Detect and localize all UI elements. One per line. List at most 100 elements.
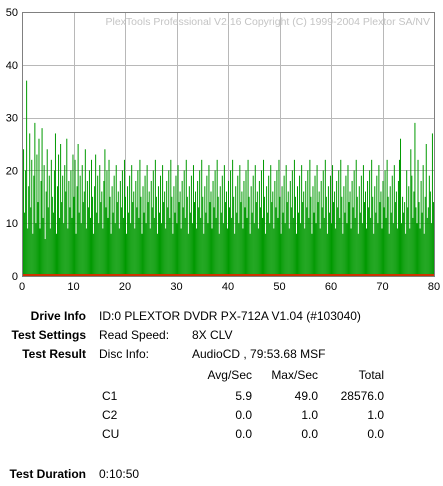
c1-bar xyxy=(150,228,151,276)
c1-bar xyxy=(332,165,333,276)
c1-bar xyxy=(320,228,321,276)
c1-bar xyxy=(238,223,239,276)
c1-bar xyxy=(427,218,428,276)
read-speed-value: 8X CLV xyxy=(192,328,232,342)
c1-bar xyxy=(139,160,140,276)
c1-bar xyxy=(306,207,307,276)
c1-bar xyxy=(84,192,85,276)
c1-bar xyxy=(49,176,50,276)
c1-bar xyxy=(166,181,167,276)
disc-info-key: Disc Info: xyxy=(99,347,149,361)
c1-bar xyxy=(370,218,371,276)
c1-bar xyxy=(231,218,232,276)
c1-bar xyxy=(329,213,330,276)
c1-bar xyxy=(298,213,299,276)
c1-bar xyxy=(35,223,36,276)
c1-bar xyxy=(66,139,67,276)
c1-bar xyxy=(204,186,205,276)
c1-bar xyxy=(125,197,126,276)
c1-bar xyxy=(379,202,380,276)
c1-bar xyxy=(324,218,325,276)
c1-bar xyxy=(333,202,334,276)
c1-bar xyxy=(132,202,133,276)
c1-bar xyxy=(174,213,175,276)
c1-bar xyxy=(181,228,182,276)
c1-bar xyxy=(121,207,122,276)
x-axis-ticks: 0 10 20 30 40 50 60 70 80 xyxy=(19,281,440,293)
c1-bar xyxy=(378,165,379,276)
c1-bar xyxy=(363,165,364,276)
c1-bar xyxy=(402,197,403,276)
c1-bar xyxy=(266,186,267,276)
c1-bar xyxy=(288,192,289,276)
c1-bar xyxy=(83,202,84,276)
c1-bar xyxy=(71,218,72,276)
c1-bar xyxy=(134,228,135,276)
c1-bar xyxy=(41,181,42,276)
c1-bar xyxy=(372,197,373,276)
c1-bar xyxy=(375,213,376,276)
y-tick-label-5: 50 xyxy=(6,7,18,19)
c1-bar xyxy=(393,223,394,276)
c1-bar xyxy=(284,176,285,276)
test-result-label: Test Result xyxy=(0,347,86,361)
c1-bar xyxy=(213,181,214,276)
c1-bar xyxy=(87,181,88,276)
c1-bar xyxy=(304,228,305,276)
c1-bar xyxy=(188,234,189,276)
c1-bar xyxy=(54,170,55,276)
c1-bar xyxy=(339,218,340,276)
c1-bar xyxy=(156,197,157,276)
c1-bar xyxy=(292,170,293,276)
c1-bar xyxy=(225,202,226,276)
c1-bar xyxy=(303,192,304,276)
c1-bar xyxy=(138,218,139,276)
c1-bar xyxy=(29,133,30,276)
c1-bar xyxy=(232,160,233,276)
c1-bar xyxy=(46,192,47,276)
copyright-watermark: PlexTools Professional V2.16 Copyright (… xyxy=(106,16,431,28)
c1-max: 49.0 xyxy=(256,389,318,403)
c1-bar xyxy=(268,176,269,276)
c1-bar xyxy=(44,165,45,276)
c2-avg: 0.0 xyxy=(190,408,252,422)
c1-bar xyxy=(255,165,256,276)
c1-bar xyxy=(425,197,426,276)
c1-bar xyxy=(357,197,358,276)
c1-bar xyxy=(75,160,76,276)
c1-bar xyxy=(217,160,218,276)
c1-bar xyxy=(323,170,324,276)
c1-bar xyxy=(56,234,57,276)
c1-bar xyxy=(399,160,400,276)
c1-bar xyxy=(70,170,71,276)
c1-bar xyxy=(247,218,248,276)
c1-bar xyxy=(59,218,60,276)
c1-bar xyxy=(191,176,192,276)
cu-avg: 0.0 xyxy=(190,427,252,441)
c1-bar xyxy=(92,197,93,276)
c1-bar xyxy=(274,181,275,276)
c1-bar xyxy=(394,165,395,276)
c1-bar xyxy=(424,234,425,276)
c1-bar xyxy=(80,176,81,276)
col-header-total: Total xyxy=(320,368,384,382)
c1-bar xyxy=(413,192,414,276)
c1-bar xyxy=(52,197,53,276)
c1-bar xyxy=(60,144,61,276)
c1-bar xyxy=(122,170,123,276)
c1-bar xyxy=(163,202,164,276)
c1-bar xyxy=(99,165,100,276)
c1-bar xyxy=(337,207,338,276)
c1-bar xyxy=(144,213,145,276)
c1-bar xyxy=(367,181,368,276)
c1-bar xyxy=(91,160,92,276)
c1-bar xyxy=(34,123,35,276)
read-speed-key: Read Speed: xyxy=(99,328,169,342)
c1-bar xyxy=(43,218,44,276)
c1-bar xyxy=(182,181,183,276)
c1-bar xyxy=(89,170,90,276)
c1-bar xyxy=(258,228,259,276)
c1-bar xyxy=(96,213,97,276)
c1-bar xyxy=(281,234,282,276)
c1-bar xyxy=(397,228,398,276)
